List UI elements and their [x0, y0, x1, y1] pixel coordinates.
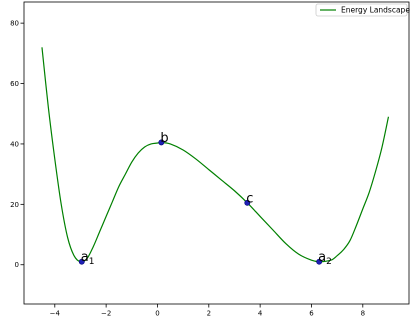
x-tick-label: 8 — [361, 310, 365, 318]
point-label-b: b — [160, 131, 168, 146]
x-tick-label: −2 — [101, 310, 111, 318]
legend-label: Energy Landscape — [341, 6, 410, 15]
point-marker-c — [244, 199, 251, 206]
point-label-a1: a1 — [81, 250, 95, 267]
y-tick-label: 80 — [10, 20, 19, 28]
point-label-a2: a2 — [318, 250, 332, 267]
plot-frame — [23, 1, 410, 305]
point-marker-a1 — [78, 258, 85, 265]
x-tick-label: 6 — [309, 310, 314, 318]
x-tick-label: 4 — [258, 310, 263, 318]
labeled-points: a1 b c a2 — [78, 131, 332, 267]
y-tick-label: 20 — [10, 201, 19, 209]
point-marker-a2 — [316, 258, 323, 265]
legend: Energy Landscape — [315, 3, 410, 17]
x-tick-label: −4 — [50, 310, 61, 318]
point-label-c: c — [246, 191, 253, 206]
point-marker-b — [158, 139, 165, 146]
series-line-energy-landscape — [41, 47, 390, 263]
y-tick-label: 40 — [10, 140, 19, 148]
y-tick-label: 0 — [15, 261, 19, 269]
x-tick-label: 2 — [207, 310, 211, 318]
x-tick-label: 0 — [155, 310, 159, 318]
y-tick-label: 60 — [10, 80, 19, 88]
legend-box — [315, 3, 408, 17]
